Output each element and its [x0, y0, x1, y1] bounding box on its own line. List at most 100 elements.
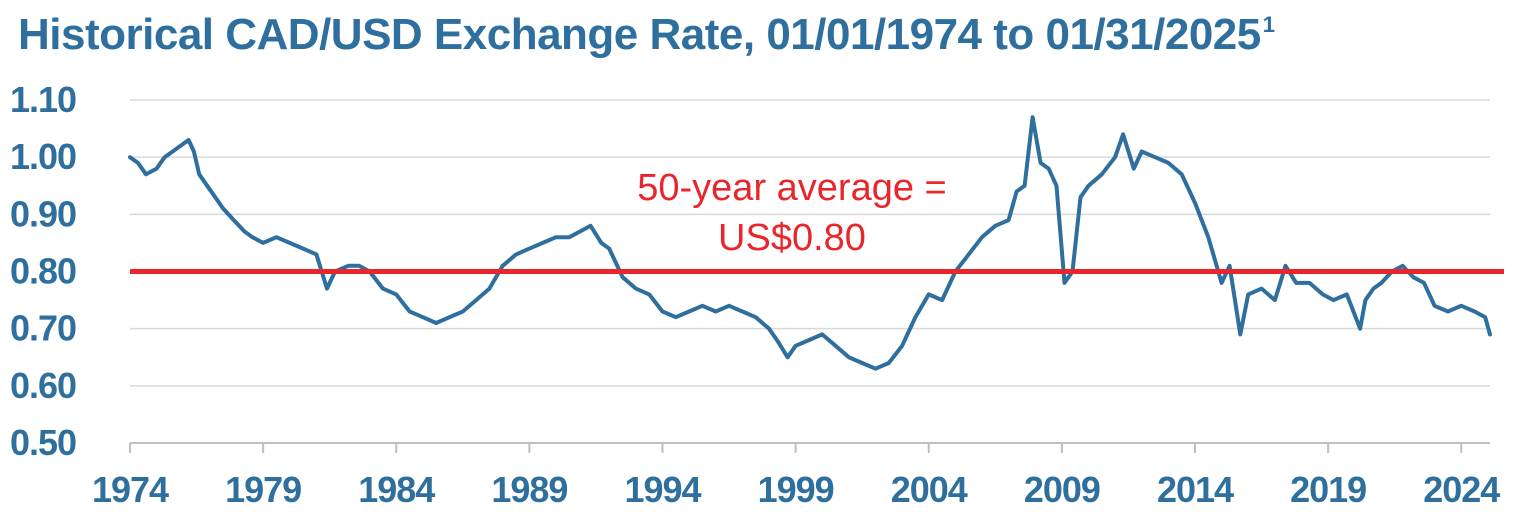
x-tick-label: 2004	[891, 469, 968, 510]
data-point	[346, 264, 350, 268]
data-point	[408, 310, 412, 314]
data-point	[1121, 132, 1125, 136]
chart-title-text: Historical CAD/USD Exchange Rate, 01/01/…	[18, 10, 1261, 59]
data-point	[807, 338, 811, 342]
data-point	[197, 172, 201, 176]
data-point	[1371, 287, 1375, 291]
data-point	[232, 218, 236, 222]
data-point	[740, 310, 744, 314]
data-point	[687, 310, 691, 314]
data-point	[274, 235, 278, 239]
data-point	[873, 367, 877, 371]
y-tick-label: 0.90	[10, 193, 76, 234]
data-point	[213, 195, 217, 199]
y-tick-label: 0.70	[10, 308, 76, 349]
data-point	[301, 247, 305, 251]
data-point	[940, 298, 944, 302]
data-point	[1063, 281, 1067, 285]
x-tick-label: 1999	[758, 469, 834, 510]
data-point	[1166, 161, 1170, 165]
data-point	[589, 224, 593, 228]
data-point	[1260, 287, 1264, 291]
data-point	[128, 155, 132, 159]
data-point	[261, 241, 265, 245]
data-point	[1379, 281, 1383, 285]
data-point	[1488, 332, 1492, 336]
data-point	[487, 287, 491, 291]
data-point	[1363, 298, 1367, 302]
data-point	[1228, 264, 1232, 268]
footnote-marker: 1	[1262, 12, 1275, 37]
data-point	[634, 287, 638, 291]
data-point	[1345, 292, 1349, 296]
data-point	[674, 315, 678, 319]
data-point	[980, 235, 984, 239]
data-point	[1153, 155, 1157, 159]
data-point	[1483, 315, 1487, 319]
data-point	[1238, 332, 1242, 336]
data-point	[1446, 310, 1450, 314]
data-point	[136, 161, 140, 165]
data-point	[1193, 201, 1197, 205]
data-point	[1055, 184, 1059, 188]
data-point	[447, 315, 451, 319]
data-point	[187, 138, 191, 142]
data-point	[1015, 189, 1019, 193]
data-point	[1039, 161, 1043, 165]
y-tick-label: 1.00	[10, 136, 76, 177]
data-point	[501, 264, 505, 268]
data-point	[421, 315, 425, 319]
data-point	[621, 275, 625, 279]
data-point	[1307, 281, 1311, 285]
data-point	[599, 241, 603, 245]
data-point	[250, 235, 254, 239]
data-point	[887, 361, 891, 365]
x-tick-label: 2009	[1024, 469, 1100, 510]
data-point	[567, 235, 571, 239]
data-point	[847, 355, 851, 359]
y-tick-label: 0.60	[10, 365, 76, 406]
data-point	[1140, 149, 1144, 153]
x-tick-label: 2014	[1157, 469, 1234, 510]
data-point	[527, 247, 531, 251]
data-point	[514, 252, 518, 256]
data-point	[1113, 155, 1117, 159]
x-tick-label: 1974	[92, 469, 169, 510]
annotation-line-2: US$0.80	[718, 217, 866, 259]
data-point	[242, 229, 246, 233]
y-axis-ticks: 1.10 1.00 0.90 0.80 0.70 0.60 0.50	[10, 79, 77, 463]
data-point	[775, 338, 779, 342]
data-point	[1401, 264, 1405, 268]
data-point	[967, 252, 971, 256]
data-point	[1047, 167, 1051, 171]
data-point	[357, 264, 361, 268]
x-tick-label: 2024	[1423, 469, 1500, 510]
data-point	[221, 207, 225, 211]
data-point	[1433, 304, 1437, 308]
data-point	[474, 298, 478, 302]
data-point	[927, 292, 931, 296]
annotation-line-1: 50-year average =	[637, 167, 946, 209]
data-point	[794, 344, 798, 348]
data-point	[461, 310, 465, 314]
data-point	[381, 287, 385, 291]
data-point	[171, 149, 175, 153]
data-point	[647, 292, 651, 296]
data-point	[1132, 167, 1136, 171]
data-point	[727, 304, 731, 308]
data-point	[1321, 292, 1325, 296]
data-point	[554, 235, 558, 239]
data-point	[1246, 292, 1250, 296]
data-point	[1358, 327, 1362, 331]
data-point	[860, 361, 864, 365]
data-point	[192, 149, 196, 153]
data-point	[1284, 264, 1288, 268]
data-point	[1100, 172, 1104, 176]
chart-title: Historical CAD/USD Exchange Rate, 01/01/…	[18, 10, 1275, 60]
data-point	[1007, 218, 1011, 222]
x-tick-label: 2019	[1290, 469, 1366, 510]
y-tick-label: 1.10	[10, 79, 76, 120]
data-point	[1086, 184, 1090, 188]
data-point	[1180, 172, 1184, 176]
